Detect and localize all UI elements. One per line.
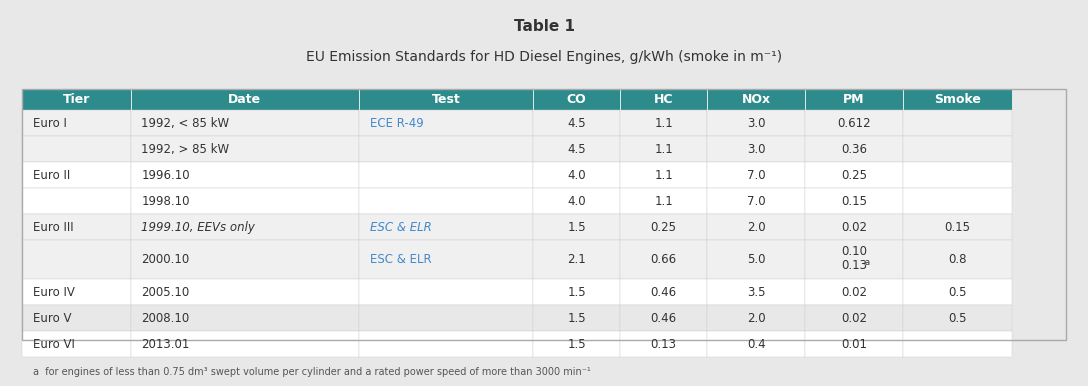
Text: 1.1: 1.1: [654, 117, 673, 130]
Text: Euro III: Euro III: [33, 220, 73, 234]
Text: 3.5: 3.5: [746, 286, 766, 298]
Text: 4.0: 4.0: [567, 195, 586, 208]
Text: 0.46: 0.46: [651, 286, 677, 298]
Text: 3.0: 3.0: [746, 117, 766, 130]
Text: 1.5: 1.5: [567, 337, 586, 350]
Text: Euro V: Euro V: [33, 312, 71, 325]
Text: 0.13: 0.13: [841, 259, 867, 272]
Text: ESC & ELR: ESC & ELR: [370, 220, 432, 234]
Text: HC: HC: [654, 93, 673, 106]
Text: 4.5: 4.5: [567, 142, 586, 156]
Text: Test: Test: [432, 93, 460, 106]
Text: Date: Date: [228, 93, 261, 106]
Text: 0.15: 0.15: [944, 220, 970, 234]
Text: 1.5: 1.5: [567, 286, 586, 298]
Text: PM: PM: [843, 93, 865, 106]
Text: EU Emission Standards for HD Diesel Engines, g/kWh (smoke in m⁻¹): EU Emission Standards for HD Diesel Engi…: [306, 50, 782, 64]
Text: 0.8: 0.8: [948, 253, 967, 266]
Text: 0.5: 0.5: [948, 286, 967, 298]
Text: 4.0: 4.0: [567, 169, 586, 181]
Text: a: a: [865, 258, 869, 267]
Text: ECE R-49: ECE R-49: [370, 117, 423, 130]
Text: 2.0: 2.0: [746, 312, 766, 325]
Text: 0.13: 0.13: [651, 337, 677, 350]
Text: 2008.10: 2008.10: [141, 312, 189, 325]
Text: 0.15: 0.15: [841, 195, 867, 208]
Text: 4.5: 4.5: [567, 117, 586, 130]
Text: 7.0: 7.0: [746, 169, 766, 181]
Text: 0.25: 0.25: [651, 220, 677, 234]
Text: Euro IV: Euro IV: [33, 286, 74, 298]
Text: Euro I: Euro I: [33, 117, 66, 130]
Text: 2.0: 2.0: [746, 220, 766, 234]
Text: 3.0: 3.0: [746, 142, 766, 156]
Text: 1.1: 1.1: [654, 195, 673, 208]
Text: a  for engines of less than 0.75 dm³ swept volume per cylinder and a rated power: a for engines of less than 0.75 dm³ swep…: [33, 367, 591, 377]
Text: 0.02: 0.02: [841, 312, 867, 325]
Text: Table 1: Table 1: [514, 19, 574, 34]
Text: 1.5: 1.5: [567, 220, 586, 234]
Text: 0.612: 0.612: [838, 117, 870, 130]
Text: 1999.10, EEVs only: 1999.10, EEVs only: [141, 220, 256, 234]
Text: Smoke: Smoke: [934, 93, 981, 106]
Text: 0.02: 0.02: [841, 286, 867, 298]
Text: 0.36: 0.36: [841, 142, 867, 156]
Text: Euro VI: Euro VI: [33, 337, 74, 350]
Text: 1.5: 1.5: [567, 312, 586, 325]
Text: 0.4: 0.4: [746, 337, 766, 350]
Text: 1996.10: 1996.10: [141, 169, 190, 181]
Text: 0.25: 0.25: [841, 169, 867, 181]
Text: 1.1: 1.1: [654, 169, 673, 181]
Text: ESC & ELR: ESC & ELR: [370, 253, 432, 266]
Text: 0.02: 0.02: [841, 220, 867, 234]
Text: 7.0: 7.0: [746, 195, 766, 208]
Text: 2013.01: 2013.01: [141, 337, 189, 350]
Text: 2005.10: 2005.10: [141, 286, 189, 298]
Text: 2.1: 2.1: [567, 253, 586, 266]
Text: 0.01: 0.01: [841, 337, 867, 350]
Text: 0.46: 0.46: [651, 312, 677, 325]
Text: Tier: Tier: [62, 93, 90, 106]
Text: 1992, > 85 kW: 1992, > 85 kW: [141, 142, 230, 156]
Text: 2000.10: 2000.10: [141, 253, 189, 266]
Text: 1998.10: 1998.10: [141, 195, 190, 208]
Text: CO: CO: [567, 93, 586, 106]
Text: 0.5: 0.5: [948, 312, 967, 325]
Text: 0.66: 0.66: [651, 253, 677, 266]
Text: NOx: NOx: [742, 93, 770, 106]
Text: 1.1: 1.1: [654, 142, 673, 156]
Text: 0.10: 0.10: [841, 245, 867, 258]
Text: Euro II: Euro II: [33, 169, 70, 181]
Text: 5.0: 5.0: [746, 253, 766, 266]
Text: 1992, < 85 kW: 1992, < 85 kW: [141, 117, 230, 130]
